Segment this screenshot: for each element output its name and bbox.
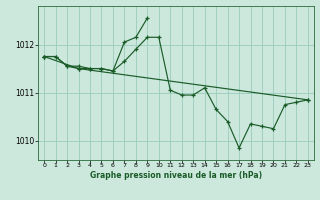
X-axis label: Graphe pression niveau de la mer (hPa): Graphe pression niveau de la mer (hPa) <box>90 171 262 180</box>
